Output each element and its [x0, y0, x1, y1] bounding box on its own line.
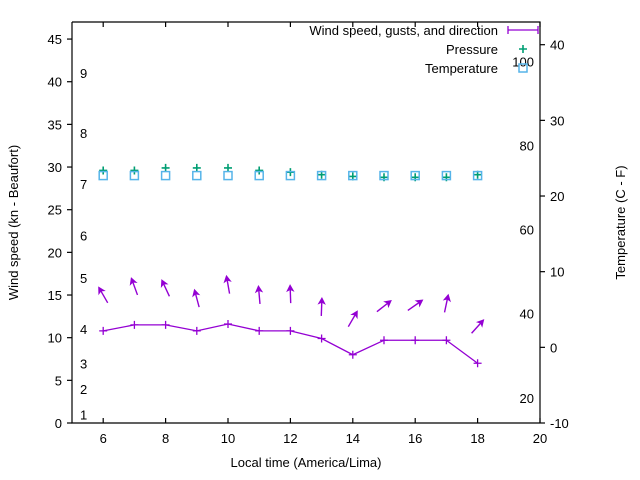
y-right-axis-label: Temperature (C - F): [613, 165, 628, 279]
gust-direction-arrow: [286, 284, 295, 304]
y-left-axis-label: Wind speed (kn - Beaufort): [6, 145, 21, 300]
temperature-point: [223, 170, 233, 181]
gust-direction-arrow: [407, 299, 424, 311]
gust-direction-arrow: [317, 296, 326, 316]
y-left-beaufort-label: 2: [80, 382, 87, 397]
axis-frame-top-right: [72, 21, 541, 423]
temperature-point: [192, 170, 202, 181]
y-left-knots-label: 10: [48, 331, 62, 346]
y-right-fahrenheit-label: 60: [520, 223, 534, 238]
temperature-point: [98, 170, 108, 181]
y-right-fahrenheit-label: 40: [520, 307, 534, 322]
gust-direction-arrow: [254, 285, 264, 305]
pressure-point: [130, 166, 139, 175]
y-right-celsius-label: 0: [550, 340, 557, 355]
gust-direction-arrow: [376, 299, 392, 313]
y-right-fahrenheit-label: 80: [520, 139, 534, 154]
temperature-point: [472, 170, 483, 181]
wind-speed-point: [348, 350, 357, 359]
wind-speed-point: [161, 320, 170, 329]
y-right-fahrenheit-label: 100: [512, 55, 534, 70]
legend-label: Wind speed, gusts, and direction: [309, 23, 498, 38]
gust-direction-arrow: [471, 319, 485, 334]
legend-label: Temperature: [425, 61, 498, 76]
pressure-point: [99, 166, 108, 175]
pressure-point: [255, 166, 264, 175]
temperature-point: [441, 170, 452, 181]
y-left-beaufort-label: 6: [80, 228, 87, 243]
y-left-beaufort-label: 5: [80, 271, 87, 286]
y-left-knots-label: 45: [48, 32, 62, 47]
y-left-knots-label: 0: [55, 416, 62, 431]
temperature-point: [410, 170, 420, 181]
temperature-point: [254, 170, 264, 181]
wind-speed-point: [99, 326, 108, 335]
y-left-beaufort-label: 9: [80, 66, 87, 81]
y-left-beaufort-label: 3: [80, 356, 87, 371]
wind-speed-point: [317, 334, 326, 343]
gust-direction-arrow: [223, 274, 232, 294]
y-left-knots-label: 5: [55, 373, 62, 388]
wind-speed-point: [192, 326, 201, 335]
x-axis-label: Local time (America/Lima): [231, 455, 382, 470]
x-tick-label: 14: [346, 431, 360, 446]
temperature-point: [348, 170, 358, 181]
pressure-point: [192, 163, 201, 172]
gust-direction-arrow: [160, 279, 171, 297]
gust-direction-arrow: [129, 277, 139, 296]
temperature-point: [160, 170, 171, 181]
temperature-point: [379, 170, 389, 181]
x-tick-label: 6: [100, 431, 107, 446]
y-left-knots-label: 15: [48, 288, 62, 303]
legend-label: Pressure: [446, 42, 498, 57]
y-left-knots-label: 25: [48, 203, 62, 218]
wind-speed-point: [411, 336, 420, 345]
wind-speed-point: [224, 320, 232, 329]
y-left-knots-label: 20: [48, 245, 62, 260]
y-right-fahrenheit-label: 20: [520, 391, 534, 406]
axis-frame-left-bottom: [71, 22, 540, 424]
y-left-beaufort-label: 8: [80, 126, 87, 141]
y-right-celsius-label: 40: [550, 38, 564, 53]
gust-direction-arrow: [192, 288, 201, 308]
y-left-knots-label: 40: [48, 75, 62, 90]
gust-direction-arrow: [98, 286, 109, 304]
y-left-beaufort-label: 1: [80, 407, 87, 422]
x-tick-label: 18: [470, 431, 484, 446]
x-tick-label: 8: [162, 431, 169, 446]
temperature-point: [285, 170, 296, 181]
wind-speed-point: [286, 326, 295, 335]
wind-speed-point: [380, 336, 388, 345]
temperature-point: [316, 170, 327, 181]
pressure-point: [161, 163, 170, 172]
temperature-point: [129, 170, 140, 181]
wind-speed-point: [473, 359, 482, 368]
y-left-knots-label: 30: [48, 160, 62, 175]
pressure-point: [224, 163, 232, 172]
wind-speed-point: [130, 320, 139, 329]
y-right-celsius-label: -10: [550, 416, 569, 431]
gust-direction-arrow: [347, 310, 358, 328]
y-left-knots-label: 35: [48, 117, 62, 132]
legend-swatch-pressure: [519, 45, 527, 53]
y-left-beaufort-label: 4: [80, 322, 87, 337]
legend-swatch-temperature: [518, 63, 528, 73]
y-right-celsius-label: 20: [550, 189, 564, 204]
x-tick-label: 10: [221, 431, 235, 446]
wind-speed-point: [255, 326, 264, 335]
x-tick-label: 20: [533, 431, 547, 446]
wind-speed-point: [442, 336, 451, 345]
y-left-beaufort-label: 7: [80, 177, 87, 192]
x-tick-label: 16: [408, 431, 422, 446]
legend-swatch-wind-ends: [507, 26, 539, 34]
gust-direction-arrow: [442, 293, 451, 313]
y-right-celsius-label: 10: [550, 265, 564, 280]
y-right-celsius-label: 30: [550, 113, 564, 128]
x-tick-label: 12: [283, 431, 297, 446]
